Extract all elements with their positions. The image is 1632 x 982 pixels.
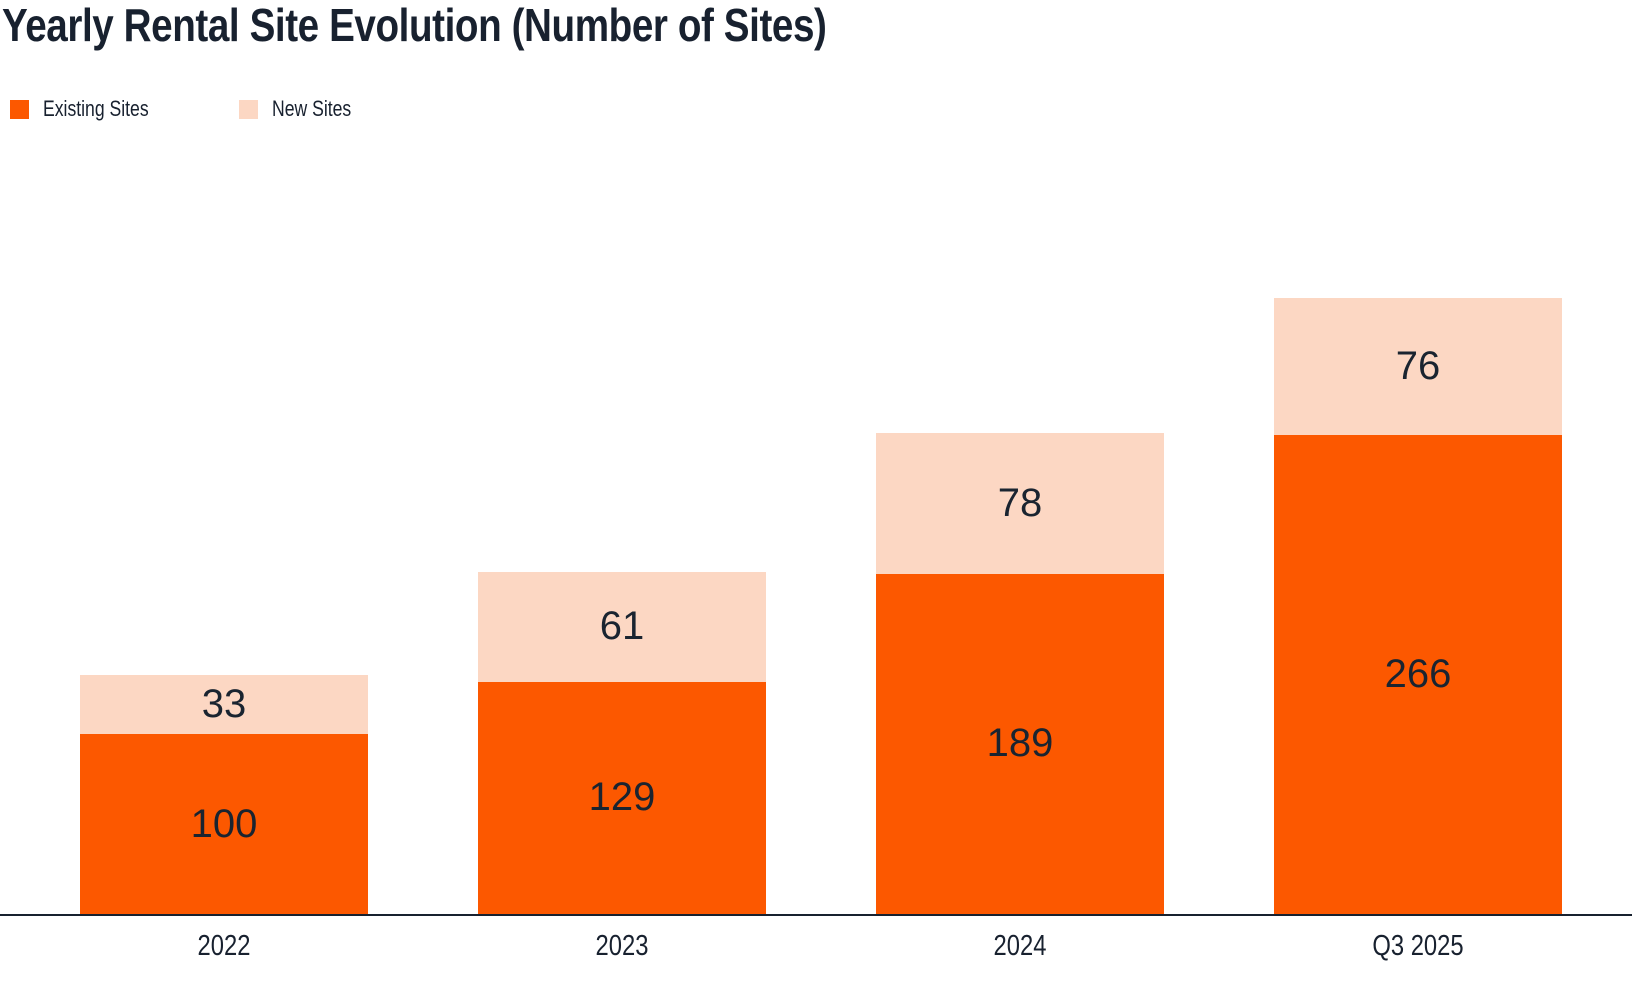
legend-label-new-sites: New Sites	[272, 96, 352, 121]
segment-q3-2025-new-sites: 76	[1274, 298, 1562, 436]
legend: Existing Sites New Sites	[10, 96, 371, 122]
value-label: 266	[1384, 652, 1452, 697]
value-label: 61	[599, 604, 645, 649]
segment-2022-existing-sites: 100	[80, 734, 368, 914]
chart-title: Yearly Rental Site Evolution (Number of …	[2, 0, 827, 51]
value-label: 78	[997, 481, 1043, 526]
x-axis-label-2024: 2024	[993, 930, 1047, 962]
value-label: 76	[1395, 344, 1441, 389]
existing-sites-swatch	[10, 99, 29, 119]
plot-area: 33 100 61 129 78 189 76 266	[0, 298, 1632, 916]
x-axis-label-2022: 2022	[197, 930, 251, 962]
value-label: 100	[190, 801, 258, 846]
bar-2024: 78 189	[876, 433, 1164, 914]
legend-label-existing-sites: Existing Sites	[43, 96, 149, 121]
x-axis-label-q3-2025: Q3 2025	[1372, 930, 1464, 962]
bar-2022: 33 100	[80, 674, 368, 914]
segment-2024-existing-sites: 189	[876, 573, 1164, 914]
segment-2022-new-sites: 33	[80, 674, 368, 734]
new-sites-swatch	[239, 99, 259, 119]
x-axis-labels: 2022 2023 2024 Q3 2025	[0, 916, 1632, 976]
bar-q3-2025: 76 266	[1274, 298, 1562, 914]
value-label: 189	[986, 721, 1054, 766]
segment-q3-2025-existing-sites: 266	[1274, 435, 1562, 914]
value-label: 33	[201, 681, 247, 726]
bar-2023: 61 129	[478, 572, 766, 914]
segment-2024-new-sites: 78	[876, 433, 1164, 574]
segment-2023-existing-sites: 129	[478, 681, 766, 914]
x-axis-label-2023: 2023	[595, 930, 649, 962]
value-label: 129	[588, 775, 656, 820]
segment-2023-new-sites: 61	[478, 572, 766, 682]
legend-item-existing-sites: Existing Sites	[10, 96, 175, 122]
legend-item-new-sites: New Sites	[239, 96, 371, 122]
